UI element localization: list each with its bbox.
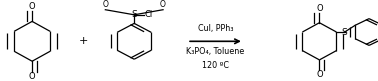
Text: +: + xyxy=(79,36,88,46)
Text: K₃PO₄, Toluene: K₃PO₄, Toluene xyxy=(186,47,245,56)
Text: O: O xyxy=(29,2,36,11)
Text: S: S xyxy=(342,28,347,37)
Text: 120 ºC: 120 ºC xyxy=(202,61,229,70)
Text: O: O xyxy=(102,0,108,9)
Text: S: S xyxy=(131,10,137,19)
Text: O: O xyxy=(316,70,323,79)
Text: O: O xyxy=(160,0,166,9)
Text: CuI, PPh₃: CuI, PPh₃ xyxy=(198,24,233,33)
Text: Cl: Cl xyxy=(145,10,153,19)
Text: O: O xyxy=(316,4,323,13)
Text: O: O xyxy=(29,72,36,81)
